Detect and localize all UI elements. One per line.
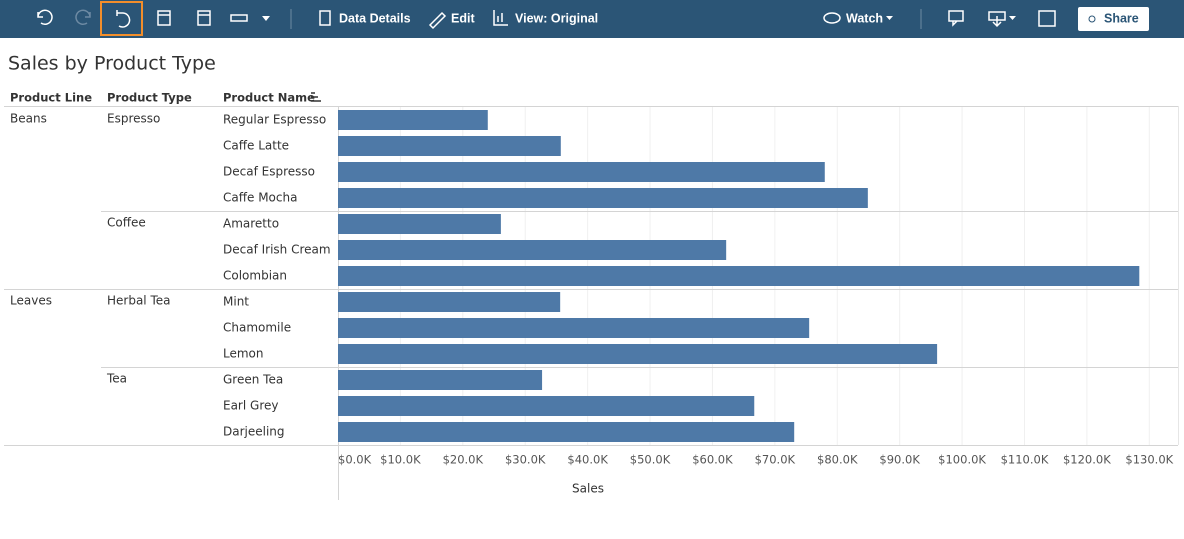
- product-name: Lemon: [223, 347, 264, 361]
- bar: [338, 344, 938, 364]
- x-tick-label: $10.0K: [380, 453, 421, 467]
- x-tick-label: $70.0K: [755, 453, 796, 467]
- view[interactable]: View: Original: [515, 11, 598, 25]
- bar: [338, 110, 488, 130]
- product-name: Earl Grey: [223, 399, 278, 413]
- column-header: Product Name: [223, 91, 315, 105]
- x-tick-label: $20.0K: [443, 453, 484, 467]
- pause-icon[interactable]: [197, 10, 211, 26]
- dropdown[interactable]: [1009, 16, 1016, 20]
- x-tick-label: $80.0K: [817, 453, 858, 467]
- data-details[interactable]: Data Details: [339, 11, 411, 25]
- edit[interactable]: Edit: [451, 11, 475, 25]
- revert-highlight: [100, 1, 143, 36]
- watch[interactable]: Watch: [846, 11, 883, 25]
- product-name: Colombian: [223, 269, 287, 283]
- x-tick-label: $120.0K: [1063, 453, 1111, 467]
- undo-icon[interactable]: [37, 9, 53, 25]
- fullscreen-icon[interactable]: [1038, 10, 1056, 27]
- product-name: Amaretto: [223, 217, 279, 231]
- bar: [338, 136, 561, 156]
- chart-title: Sales by Product Type: [8, 53, 216, 75]
- refresh-icon[interactable]: [157, 10, 171, 26]
- redo-icon: [75, 9, 91, 25]
- bar: [338, 240, 727, 260]
- revert-icon[interactable]: [116, 10, 131, 28]
- product-name: Decaf Espresso: [223, 165, 315, 179]
- product-type: Coffee: [107, 216, 146, 230]
- x-axis-label: Sales: [572, 482, 604, 496]
- product-type: Tea: [106, 372, 127, 386]
- sort-icon[interactable]: [311, 92, 321, 102]
- product-name: Mint: [223, 295, 249, 309]
- product-name: Regular Espresso: [223, 113, 326, 127]
- watch-icon: [823, 12, 841, 24]
- x-tick-label: $130.0K: [1125, 453, 1173, 467]
- dropdown[interactable]: [262, 16, 270, 21]
- x-tick-label: $0.0K: [338, 453, 372, 467]
- loop-icon[interactable]: [230, 14, 248, 22]
- product-name: Darjeeling: [223, 425, 285, 439]
- x-tick-label: $110.0K: [1001, 453, 1049, 467]
- edit-icon: [428, 11, 447, 30]
- product-type: Herbal Tea: [107, 294, 171, 308]
- x-tick-label: $60.0K: [692, 453, 733, 467]
- db-icon: [319, 10, 331, 26]
- download-icon[interactable]: [988, 11, 1006, 28]
- product-type: Espresso: [107, 112, 160, 126]
- comment-icon[interactable]: [948, 10, 964, 27]
- product-line: Beans: [10, 112, 47, 126]
- product-line: Leaves: [10, 294, 52, 308]
- column-header: Product Line: [10, 91, 92, 105]
- product-name: Chamomile: [223, 321, 291, 335]
- view-icon: [493, 10, 508, 26]
- share[interactable]: Share: [1104, 11, 1139, 25]
- x-tick-label: $30.0K: [505, 453, 546, 467]
- dropdown[interactable]: [886, 16, 893, 20]
- bar: [338, 266, 1140, 286]
- product-name: Green Tea: [223, 373, 283, 387]
- bar: [338, 318, 810, 338]
- share-icon: [1088, 15, 1096, 23]
- bar: [338, 214, 501, 234]
- product-name: Decaf Irish Cream: [223, 243, 331, 257]
- bar: [338, 162, 825, 182]
- bar: [338, 292, 561, 312]
- bar: [338, 370, 543, 390]
- column-header: Product Type: [107, 91, 192, 105]
- product-name: Caffe Mocha: [223, 191, 297, 205]
- x-tick-label: $50.0K: [630, 453, 671, 467]
- bar: [338, 188, 868, 208]
- share-button[interactable]: [1078, 7, 1149, 31]
- bar: [338, 422, 795, 442]
- bar: [338, 396, 755, 416]
- x-tick-label: $90.0K: [879, 453, 920, 467]
- product-name: Caffe Latte: [223, 139, 289, 153]
- toolbar: Data Details Edit View: Original Watch S…: [0, 0, 1184, 38]
- x-tick-label: $40.0K: [567, 453, 608, 467]
- x-tick-label: $100.0K: [938, 453, 986, 467]
